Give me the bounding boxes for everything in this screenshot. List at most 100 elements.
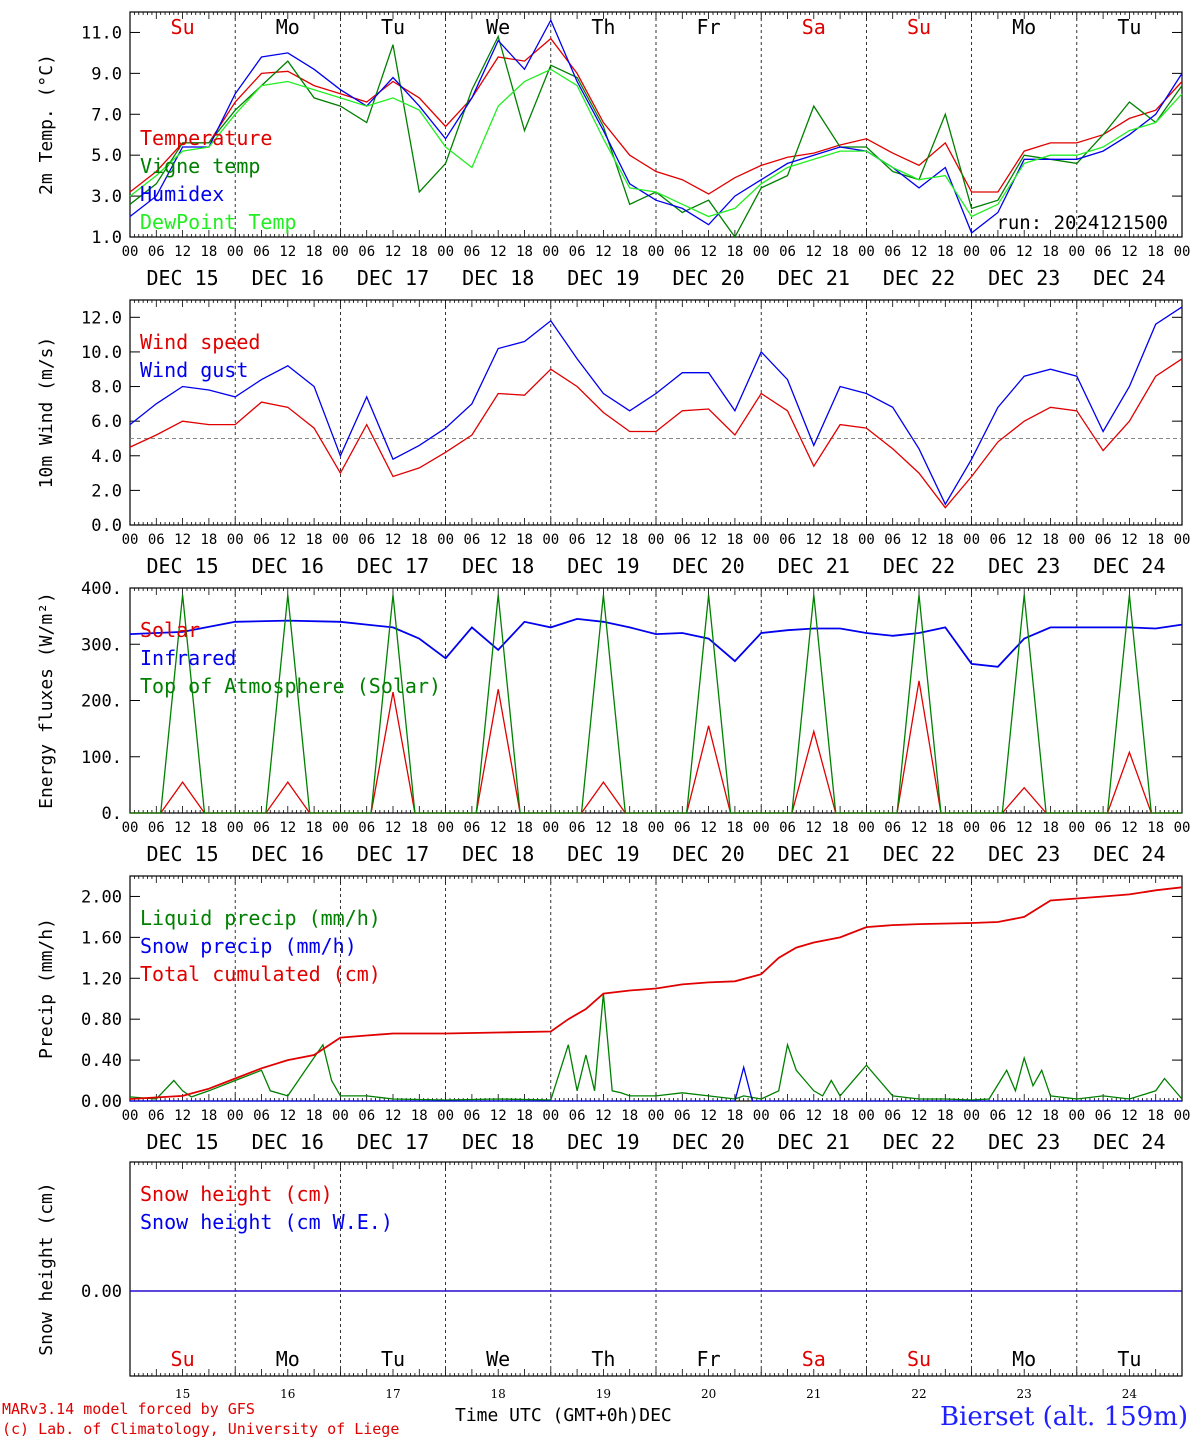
y-tick-label: 0.40 <box>81 1051 122 1071</box>
date-label: DEC 24 <box>1093 1130 1165 1154</box>
hour-tick-label: 12 <box>279 820 296 836</box>
y-axis-label: 10m Wind (m/s) <box>36 337 57 489</box>
date-label: DEC 23 <box>988 842 1060 866</box>
legend-entry: Total cumulated (cm) <box>140 962 381 986</box>
hour-tick-label: 12 <box>1121 820 1138 836</box>
legend-entry: Top of Atmosphere (Solar) <box>140 674 441 698</box>
y-tick-label: 10.0 <box>81 343 122 363</box>
y-tick-label: 2.0 <box>91 481 122 501</box>
hour-tick-label: 06 <box>884 244 901 260</box>
hour-tick-label: 12 <box>700 820 717 836</box>
hour-tick-label: 00 <box>753 532 770 548</box>
hour-tick-label: 18 <box>411 820 428 836</box>
day-number-label: 24 <box>1122 1387 1138 1401</box>
hour-tick-label: 12 <box>1016 820 1033 836</box>
hour-tick-label: 06 <box>253 1108 270 1124</box>
legend-entry: Temperature <box>140 126 272 150</box>
hour-tick-label: 18 <box>411 1108 428 1124</box>
date-label: DEC 16 <box>252 266 324 290</box>
hour-tick-label: 06 <box>358 532 375 548</box>
date-label: DEC 24 <box>1093 266 1165 290</box>
hour-tick-label: 18 <box>1147 532 1164 548</box>
hour-tick-label: 00 <box>1174 820 1191 836</box>
bottom-weekday-label: Sa <box>802 1347 826 1371</box>
series-line-wind-gust <box>129 306 1183 506</box>
hour-tick-label: 00 <box>753 244 770 260</box>
hour-tick-label: 00 <box>227 244 244 260</box>
hour-tick-label: 00 <box>963 820 980 836</box>
hour-tick-label: 12 <box>595 244 612 260</box>
weekday-label: Sa <box>802 15 826 39</box>
hour-tick-label: 12 <box>490 532 507 548</box>
hour-tick-label: 06 <box>148 244 165 260</box>
series-line-humidex <box>129 18 1183 234</box>
hour-tick-label: 06 <box>463 244 480 260</box>
legend-entry: Snow height (cm) <box>140 1182 333 1206</box>
hour-tick-label: 00 <box>542 532 559 548</box>
y-tick-label: 12.0 <box>81 308 122 328</box>
hour-tick-label: 06 <box>358 244 375 260</box>
date-label: DEC 18 <box>462 842 534 866</box>
bottom-weekday-label: Mo <box>1012 1347 1036 1371</box>
hour-tick-label: 12 <box>490 1108 507 1124</box>
date-label: DEC 22 <box>883 554 955 578</box>
hour-tick-label: 00 <box>963 532 980 548</box>
bottom-weekday-label: We <box>486 1347 510 1371</box>
hour-tick-label: 00 <box>858 1108 875 1124</box>
legend-entry: Solar <box>140 618 200 642</box>
hour-tick-label: 12 <box>385 244 402 260</box>
y-axis-label: Energy fluxes (W/m²) <box>36 592 57 809</box>
hour-tick-label: 00 <box>648 244 665 260</box>
hour-tick-label: 06 <box>1095 820 1112 836</box>
hour-tick-label: 18 <box>1147 244 1164 260</box>
hour-tick-label: 06 <box>674 1108 691 1124</box>
hour-tick-label: 06 <box>358 820 375 836</box>
day-number-label: 19 <box>596 1387 611 1401</box>
hour-tick-label: 18 <box>937 244 954 260</box>
hour-tick-label: 06 <box>779 1108 796 1124</box>
hour-tick-label: 00 <box>1174 1108 1191 1124</box>
panel-frame <box>129 299 1183 526</box>
hour-tick-label: 18 <box>726 532 743 548</box>
hour-tick-label: 12 <box>595 1108 612 1124</box>
series-line-temperature <box>129 37 1183 195</box>
hour-tick-label: 00 <box>437 820 454 836</box>
y-tick-label: 7.0 <box>91 105 122 125</box>
date-label: DEC 24 <box>1093 842 1165 866</box>
y-axis-label: Precip (mm/h) <box>36 918 57 1059</box>
hour-tick-label: 18 <box>1042 244 1059 260</box>
date-label: DEC 21 <box>778 554 850 578</box>
weekday-label: Su <box>907 15 931 39</box>
series-line-top-of-atmosphere-solar- <box>130 594 1182 814</box>
legend-entry: Wind gust <box>140 358 248 382</box>
weekday-label: Mo <box>276 15 300 39</box>
date-label: DEC 23 <box>988 1130 1060 1154</box>
hour-tick-label: 00 <box>122 244 139 260</box>
y-axis-label: 2m Temp. (°C) <box>36 54 57 195</box>
hour-tick-label: 12 <box>1121 244 1138 260</box>
hour-tick-label: 12 <box>700 1108 717 1124</box>
hour-tick-label: 12 <box>805 244 822 260</box>
bottom-weekday-label: Su <box>907 1347 931 1371</box>
hour-tick-label: 00 <box>227 532 244 548</box>
hour-tick-label: 12 <box>1016 532 1033 548</box>
hour-tick-label: 06 <box>989 244 1006 260</box>
hour-tick-label: 06 <box>674 820 691 836</box>
y-tick-label: 0.0 <box>91 516 122 536</box>
hour-tick-label: 00 <box>122 532 139 548</box>
hour-tick-label: 18 <box>621 1108 638 1124</box>
date-label: DEC 15 <box>146 842 218 866</box>
date-label: DEC 19 <box>567 1130 639 1154</box>
weekday-label: We <box>486 15 510 39</box>
hour-tick-label: 00 <box>332 820 349 836</box>
hour-tick-label: 18 <box>306 244 323 260</box>
hour-tick-label: 00 <box>753 820 770 836</box>
hour-tick-label: 18 <box>516 820 533 836</box>
hour-tick-label: 12 <box>911 532 928 548</box>
panel-2: 0.0 2.0 4.0 6.0 8.0 10.0 12.0 10m Wind (m/s) Win… <box>36 299 1190 578</box>
hour-tick-label: 18 <box>1042 820 1059 836</box>
hour-tick-label: 00 <box>1068 532 1085 548</box>
hour-tick-label: 06 <box>1095 532 1112 548</box>
hour-tick-label: 12 <box>174 1108 191 1124</box>
